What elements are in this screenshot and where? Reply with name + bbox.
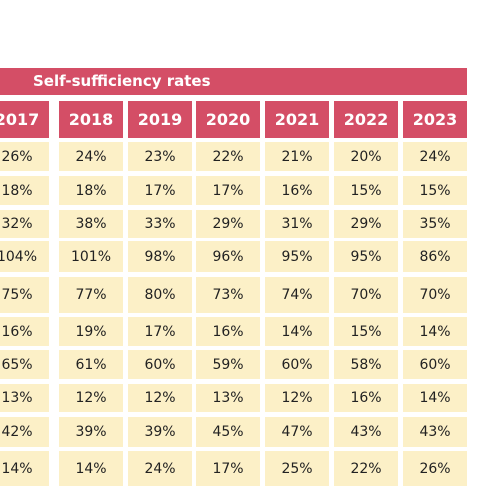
year-header-2022: 2022 xyxy=(334,101,398,138)
table-cell: 98% xyxy=(128,241,192,272)
table-cell: 86% xyxy=(403,241,467,272)
table-cell: 33% xyxy=(128,210,192,238)
table-cell: 13% xyxy=(0,384,49,412)
year-header-2017: 2017 xyxy=(0,101,49,138)
table-cell: 17% xyxy=(196,176,260,205)
table-cell: 15% xyxy=(403,176,467,205)
table-cell: 16% xyxy=(265,176,329,205)
table-cell: 75% xyxy=(0,277,49,313)
year-header-2018: 2018 xyxy=(59,101,123,138)
table-cell: 32% xyxy=(0,210,49,238)
table-cell: 15% xyxy=(334,317,398,346)
table-cell: 14% xyxy=(59,451,123,486)
table-cell: 60% xyxy=(265,350,329,379)
table-cell: 24% xyxy=(59,142,123,171)
table-cell: 19% xyxy=(59,317,123,346)
table-cell: 23% xyxy=(128,142,192,171)
table-cell: 61% xyxy=(59,350,123,379)
table-cell: 70% xyxy=(334,277,398,313)
year-header-2019: 2019 xyxy=(128,101,192,138)
table-cell: 58% xyxy=(334,350,398,379)
table-cell: 14% xyxy=(403,317,467,346)
table-cell: 15% xyxy=(334,176,398,205)
table-cell: 42% xyxy=(0,417,49,447)
table-cell: 74% xyxy=(265,277,329,313)
table-cell: 47% xyxy=(265,417,329,447)
table-cell: 73% xyxy=(196,277,260,313)
table-cell: 104% xyxy=(0,241,49,272)
table-cell: 29% xyxy=(334,210,398,238)
table-cell: 101% xyxy=(59,241,123,272)
year-header-2021: 2021 xyxy=(265,101,329,138)
table-title: Self-sufficiency rates xyxy=(0,68,467,95)
table-cell: 77% xyxy=(59,277,123,313)
table-cell: 35% xyxy=(403,210,467,238)
table-cell: 31% xyxy=(265,210,329,238)
table-cell: 22% xyxy=(334,451,398,486)
year-header-2020: 2020 xyxy=(196,101,260,138)
table-cell: 12% xyxy=(128,384,192,412)
table-cell: 38% xyxy=(59,210,123,238)
table-cell: 24% xyxy=(403,142,467,171)
table-cell: 60% xyxy=(403,350,467,379)
table-cell: 59% xyxy=(196,350,260,379)
table-cell: 65% xyxy=(0,350,49,379)
table-cell: 18% xyxy=(59,176,123,205)
table-cell: 43% xyxy=(403,417,467,447)
table-cell: 14% xyxy=(403,384,467,412)
table-cell: 25% xyxy=(265,451,329,486)
year-header-2023: 2023 xyxy=(403,101,467,138)
table-cell: 14% xyxy=(0,451,49,486)
table-cell: 16% xyxy=(196,317,260,346)
table-cell: 17% xyxy=(128,317,192,346)
table-cell: 20% xyxy=(334,142,398,171)
table-cell: 60% xyxy=(128,350,192,379)
table-cell: 43% xyxy=(334,417,398,447)
table-cell: 29% xyxy=(196,210,260,238)
table-cell: 70% xyxy=(403,277,467,313)
table-cell: 12% xyxy=(59,384,123,412)
table-cell: 18% xyxy=(0,176,49,205)
table-cell: 21% xyxy=(265,142,329,171)
table-cell: 26% xyxy=(0,142,49,171)
table-cell: 26% xyxy=(403,451,467,486)
table-cell: 80% xyxy=(128,277,192,313)
table-cell: 22% xyxy=(196,142,260,171)
table-cell: 16% xyxy=(334,384,398,412)
table-cell: 39% xyxy=(59,417,123,447)
table-cell: 96% xyxy=(196,241,260,272)
table-cell: 13% xyxy=(196,384,260,412)
table-cell: 14% xyxy=(265,317,329,346)
table-cell: 17% xyxy=(196,451,260,486)
table-cell: 24% xyxy=(128,451,192,486)
table-cell: 45% xyxy=(196,417,260,447)
table-cell: 16% xyxy=(0,317,49,346)
table-cell: 17% xyxy=(128,176,192,205)
table-cell: 95% xyxy=(334,241,398,272)
table-cell: 95% xyxy=(265,241,329,272)
table-cell: 12% xyxy=(265,384,329,412)
table-cell: 39% xyxy=(128,417,192,447)
